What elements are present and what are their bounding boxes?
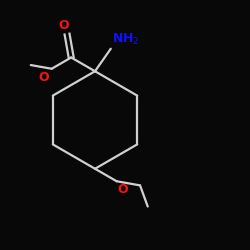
Text: O: O [58,18,68,32]
Text: NH$_2$: NH$_2$ [112,32,139,48]
Text: O: O [118,183,128,196]
Text: O: O [38,71,49,84]
